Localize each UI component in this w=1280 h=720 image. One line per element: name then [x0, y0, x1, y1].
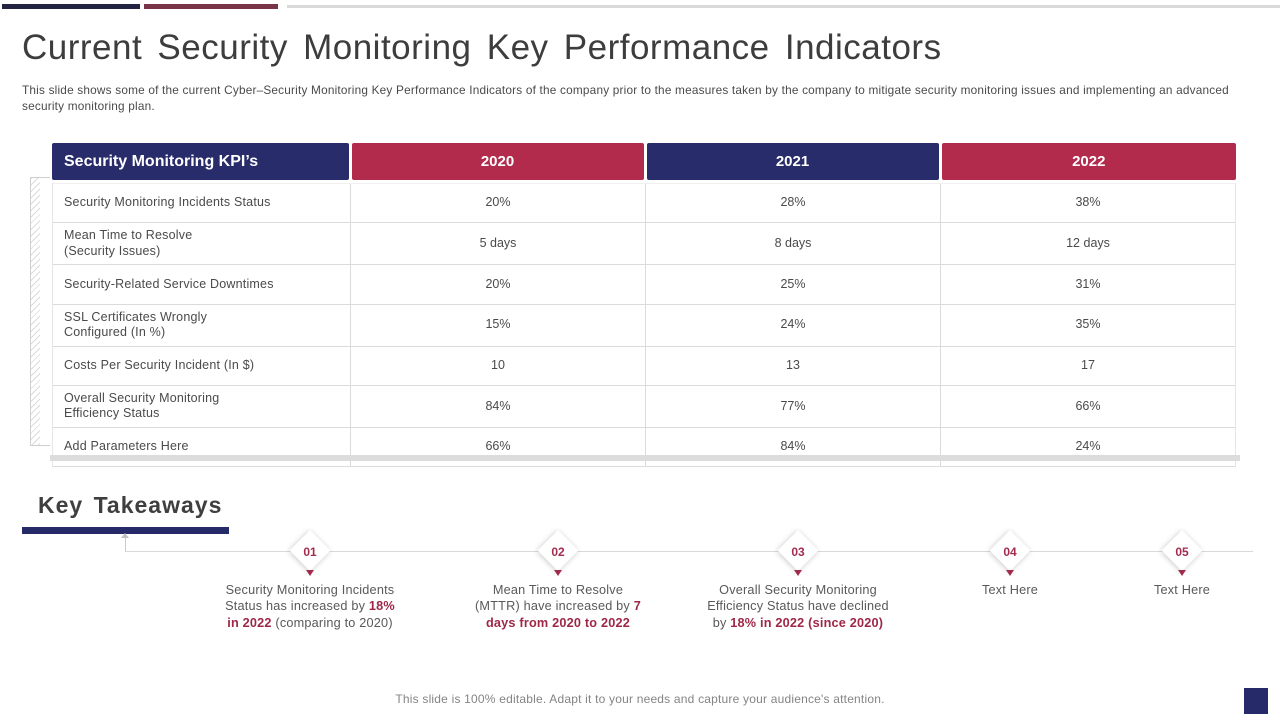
timeline-connector-arrow-icon: [121, 533, 129, 538]
kpi-value-2020: 20%: [350, 265, 645, 304]
kpi-value-2020: 15%: [350, 304, 645, 346]
takeaway-number: 02: [551, 544, 565, 559]
takeaway-number: 05: [1175, 544, 1189, 559]
takeaway-text-post: (comparing to 2020): [271, 615, 393, 630]
kpi-value-2022: 17: [940, 346, 1235, 385]
takeaway-text-bold: 7 days from 2020 to 2022: [485, 599, 641, 630]
kpi-value-2022: 31%: [940, 265, 1235, 304]
takeaway-text: Overall Security Monitoring Efficiency S…: [702, 582, 894, 631]
table-row: Costs Per Security Incident (In $) 10 13…: [53, 346, 1235, 386]
top-accent-bar-navy: [2, 4, 140, 9]
takeaway-text-pre: Overall Security Monitoring Efficiency S…: [707, 583, 889, 630]
key-takeaways-underline: [22, 527, 229, 534]
footer-note: This slide is 100% editable. Adapt it to…: [395, 692, 885, 706]
kpi-label: Security-Related Service Downtimes: [64, 276, 274, 291]
kpi-value-2020: 84%: [350, 385, 645, 427]
kpi-value-2020: 20%: [350, 184, 645, 223]
key-takeaways-heading: Key Takeaways: [38, 492, 223, 518]
triangle-down-icon: [306, 570, 314, 576]
takeaway-text-pre: Text Here: [1153, 583, 1211, 597]
table-left-bracket-decoration: [30, 177, 50, 446]
kpi-value-2021: 77%: [645, 385, 940, 427]
kpi-value-2022: 38%: [940, 184, 1235, 223]
kpi-value-2022: 35%: [940, 304, 1235, 346]
corner-accent-square: [1244, 688, 1268, 714]
kpi-value-2021: 24%: [645, 304, 940, 346]
triangle-down-icon: [1006, 570, 1014, 576]
table-header-2022: 2022: [941, 143, 1236, 180]
table-row: SSL Certificates Wrongly Configured (In …: [53, 304, 1235, 347]
takeaway-text-pre: Text Here: [981, 583, 1039, 597]
triangle-down-icon: [1178, 570, 1186, 576]
table-body: Security Monitoring Incidents Status 20%…: [52, 183, 1236, 468]
kpi-table: Security Monitoring KPI’s 2020 2021 2022…: [52, 143, 1236, 468]
takeaway-text-pre: Security Monitoring Incidents Status has…: [225, 583, 395, 614]
takeaway-text-bold: 18% in 2022: [227, 599, 395, 630]
table-header-2021: 2021: [646, 143, 939, 180]
hatch-pattern: [31, 178, 40, 445]
timeline-connector-vertical: [125, 538, 126, 551]
kpi-value-2020: 10: [350, 346, 645, 385]
kpi-value-2020: 5 days: [350, 223, 645, 265]
table-header-kpis: Security Monitoring KPI’s: [52, 143, 349, 180]
kpi-value-2022: 24%: [940, 427, 1235, 467]
timeline-line: [125, 551, 1253, 552]
table-row: Security Monitoring Incidents Status 20%…: [53, 183, 1235, 224]
kpi-value-2021: 13: [645, 346, 940, 385]
takeaway-text: Text Here: [1102, 582, 1262, 598]
takeaway-number: 03: [791, 544, 805, 559]
takeaway-text: Text Here: [930, 582, 1090, 598]
triangle-down-icon: [554, 570, 562, 576]
kpi-label: SSL Certificates Wrongly Configured (In …: [64, 309, 208, 340]
kpi-label: Security Monitoring Incidents Status: [64, 195, 271, 210]
table-header-2020: 2020: [351, 143, 644, 180]
table-row: Security-Related Service Downtimes 20% 2…: [53, 265, 1235, 305]
table-header-row: Security Monitoring KPI’s 2020 2021 2022: [52, 143, 1236, 180]
kpi-value-2021: 25%: [645, 265, 940, 304]
top-accent-bar-maroon: [144, 4, 278, 9]
table-row: Mean Time to Resolve (Security Issues) 5…: [53, 223, 1235, 266]
table-row: Add Parameters Here 66% 84% 24%: [53, 427, 1235, 468]
kpi-label: Add Parameters Here: [64, 439, 189, 454]
page-title: Current Security Monitoring Key Performa…: [22, 28, 942, 67]
takeaway-text: Security Monitoring Incidents Status has…: [219, 582, 401, 631]
takeaway-text-pre: Mean Time to Resolve (MTTR) have increas…: [475, 583, 634, 614]
takeaway-text-bold: 18% in 2022 (since 2020): [730, 615, 884, 630]
kpi-label: Mean Time to Resolve (Security Issues): [64, 228, 193, 258]
kpi-value-2022: 66%: [940, 385, 1235, 427]
slide-subtitle: This slide shows some of the current Cyb…: [22, 83, 1229, 113]
takeaway-number: 01: [303, 544, 317, 559]
triangle-down-icon: [794, 570, 802, 576]
kpi-value-2022: 12 days: [940, 223, 1235, 265]
kpi-value-2021: 28%: [645, 184, 940, 223]
table-bottom-shadow: [50, 455, 1240, 461]
top-accent-bar-gray: [287, 5, 1280, 8]
kpi-label: Overall Security Monitoring Efficiency S…: [64, 390, 220, 421]
takeaway-number: 04: [1003, 544, 1017, 559]
takeaway-text: Mean Time to Resolve (MTTR) have increas…: [472, 582, 644, 631]
kpi-value-2021: 84%: [645, 427, 940, 467]
kpi-value-2021: 8 days: [645, 223, 940, 265]
kpi-label: Costs Per Security Incident (In $): [64, 357, 255, 372]
kpi-value-2020: 66%: [350, 427, 645, 467]
table-row: Overall Security Monitoring Efficiency S…: [53, 385, 1235, 428]
